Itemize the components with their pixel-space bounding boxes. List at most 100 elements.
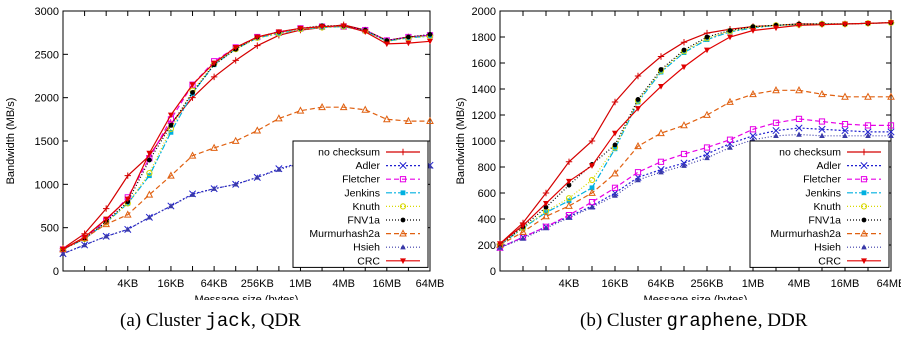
jack-line-hsieh [62, 160, 430, 255]
chart-graphene: 0 200 400 600 800 1000 1200 1400 1600 1800 2000 4KB… [455, 6, 901, 300]
graphene-point-murmurhash2a [542, 212, 550, 220]
graphene-point-murmurhash2a [588, 188, 596, 196]
jack-point-no-checksum [102, 205, 110, 212]
graphene-legend-marker-crc [861, 258, 867, 264]
jack-point-murmurhash2a [145, 190, 154, 198]
graphene-point-fletcher [818, 118, 826, 125]
jack-legend-label-no-checksum: no checksum [318, 147, 380, 159]
graphene-point-fnv1a [727, 28, 733, 33]
graphene-xtick-label: 16KB [602, 278, 629, 290]
jack-line-crc [62, 25, 431, 250]
graphene-legend-marker-fnv1a [861, 217, 867, 223]
jack-legend-label-jenkins: Jenkins [344, 187, 380, 199]
graphene-xtick-label: 64MB [877, 278, 901, 290]
graphene-point-murmurhash2a [611, 169, 619, 177]
graphene-ytick-label: 800 [478, 162, 496, 174]
graphene-point-hsieh [819, 132, 825, 138]
jack-point-hsieh [211, 185, 217, 191]
graphene-point-fletcher [841, 121, 849, 128]
jack-point-murmurhash2a [275, 114, 283, 122]
graphene-point-hsieh [727, 144, 733, 150]
jack-series-crc [60, 23, 433, 253]
graphene-series-murmurhash2a [496, 86, 895, 248]
graphene-point-crc [543, 201, 549, 207]
graphene-point-crc [819, 22, 825, 28]
graphene-xtick-label: 64KB [648, 278, 675, 290]
graphene-point-no-checksum [680, 39, 688, 46]
jack-point-crc [146, 150, 153, 157]
jack-point-hsieh [146, 214, 153, 220]
jack-ytick-label: 2000 [35, 93, 59, 105]
graphene-point-crc [750, 28, 756, 34]
graphene-point-jenkins [658, 69, 664, 75]
jack-ytick-label: 2500 [35, 49, 59, 61]
caption-b: (b) Cluster graphene, DDR [580, 310, 807, 332]
graphene-ytick-label: 1800 [472, 32, 496, 44]
graphene-ytick-label: 1200 [472, 110, 496, 122]
graphene-legend-label-knuth: Knuth [814, 201, 842, 213]
jack-point-crc [189, 82, 196, 88]
graphene-point-no-checksum [657, 53, 665, 60]
jack-xtick-label: 4MB [332, 278, 355, 290]
jack-legend-marker-murmurhash2a [399, 229, 407, 237]
jack-point-crc [319, 24, 326, 30]
jack-point-fnv1a [406, 34, 411, 40]
jack-point-crc [232, 45, 239, 51]
graphene-legend-marker-jenkins [861, 190, 867, 196]
jack-legend-marker-hsieh [400, 244, 406, 250]
graphene-point-fletcher [772, 119, 780, 126]
graphene-xtick-label: 16MB [831, 278, 860, 290]
graphene-point-crc [681, 64, 687, 71]
jack-point-hsieh [103, 233, 109, 239]
graphene-point-fletcher [887, 122, 895, 129]
jack-legend-label-crc: CRC [357, 255, 380, 267]
graphene-point-fletcher [703, 144, 711, 151]
graphene-point-fletcher [726, 136, 734, 143]
graphene-point-crc [704, 47, 710, 54]
jack-point-crc [362, 29, 369, 35]
jack-legend-marker-knuth [399, 203, 407, 210]
caption-b-suffix: , DDR [757, 310, 808, 331]
jack-point-murmurhash2a [167, 171, 175, 179]
graphene-point-hsieh [658, 169, 664, 175]
jack-point-murmurhash2a [123, 210, 132, 218]
graphene-point-crc [612, 130, 618, 137]
graphene-legend-label-murmurhash2a: Murmurhash2a [770, 228, 841, 240]
graphene-point-jenkins [612, 146, 618, 152]
graphene-point-hsieh [865, 132, 871, 138]
jack-legend-label-fnv1a: FNV1a [347, 215, 380, 227]
jack-point-hsieh [254, 174, 261, 180]
graphene-point-crc [520, 223, 526, 229]
jack-legend-box [292, 140, 429, 268]
graphene-point-adler [703, 150, 711, 158]
jack-point-no-checksum [124, 172, 131, 179]
graphene-line-crc [499, 22, 892, 245]
graphene-xtick-label: 4MB [788, 278, 811, 290]
jack-legend-label-adler: Adler [355, 160, 380, 172]
jack-point-no-checksum [232, 57, 239, 64]
jack-point-crc [103, 216, 110, 223]
jack-point-murmurhash2a [318, 102, 326, 111]
graphene-point-fnv1a [750, 24, 756, 29]
jack-point-murmurhash2a [253, 126, 262, 134]
graphene-point-jenkins [589, 185, 595, 191]
graphene-legend-marker-hsieh [861, 244, 867, 250]
jack-line-fnv1a [62, 25, 431, 250]
graphene-point-adler [772, 127, 780, 135]
jack-xtick-label: 16MB [372, 278, 401, 290]
jack-point-murmurhash2a [188, 151, 197, 159]
graphene-point-murmurhash2a [703, 110, 711, 118]
jack-point-crc [254, 34, 261, 41]
jack-point-fnv1a [190, 90, 195, 95]
jack-point-murmurhash2a [231, 136, 240, 144]
graphene-ytick-label: 600 [478, 188, 496, 200]
jack-point-crc [405, 40, 412, 47]
jack-line-murmurhash2a [62, 106, 430, 250]
graphene-point-adler [864, 128, 872, 136]
graphene-point-crc [842, 21, 848, 28]
graphene-xtick-label: 1MB [742, 278, 765, 290]
jack-point-no-checksum [210, 73, 218, 81]
jack-xtick-label: 64KB [201, 278, 228, 290]
graphene-point-fnv1a [566, 182, 572, 188]
caption-a: (a) Cluster jack, QDR [120, 310, 301, 332]
